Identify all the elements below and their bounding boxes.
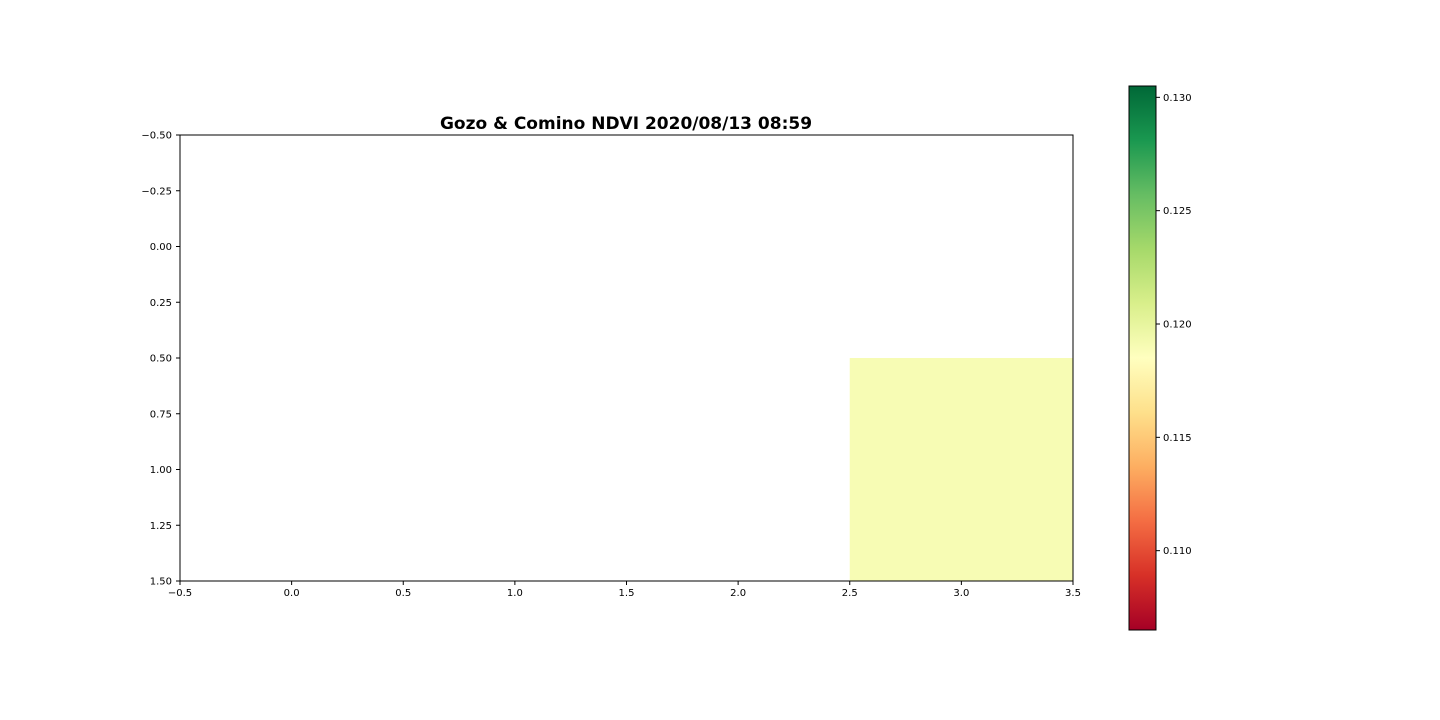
x-tick-label: −0.5 [168, 588, 192, 599]
x-tick-label: 2.0 [730, 588, 746, 599]
y-tick-label: 1.00 [150, 465, 172, 476]
x-axis: −0.5 0.0 0.5 1.0 1.5 2.0 2.5 3.0 3.5 [168, 581, 1081, 599]
heatmap-cell [849, 358, 1073, 581]
y-tick-label: 0.75 [150, 409, 172, 420]
y-tick-label: 0.50 [150, 354, 172, 365]
colorbar-tick-label: 0.110 [1163, 546, 1192, 557]
x-tick-label: 1.0 [507, 588, 523, 599]
x-tick-label: 2.5 [842, 588, 858, 599]
y-tick-label: −0.50 [141, 131, 172, 142]
y-tick-label: 1.25 [150, 521, 172, 532]
y-tick-label: 0.00 [150, 242, 172, 253]
y-axis: −0.50 −0.25 0.00 0.25 0.50 0.75 1.00 1.25 1.50 [141, 131, 180, 588]
chart-title: Gozo & Comino NDVI 2020/08/13 08:59 [440, 114, 812, 134]
x-tick-label: 3.5 [1065, 588, 1081, 599]
y-tick-label: 1.50 [150, 577, 172, 588]
y-tick-label: 0.25 [150, 298, 172, 309]
colorbar-tick-label: 0.115 [1163, 433, 1192, 444]
x-tick-label: 0.0 [284, 588, 300, 599]
colorbar-tick-label: 0.125 [1163, 206, 1192, 217]
x-tick-label: 1.5 [619, 588, 635, 599]
heatmap-cells [849, 358, 1073, 581]
colorbar-tick-label: 0.120 [1163, 320, 1192, 331]
x-tick-label: 3.0 [953, 588, 969, 599]
y-tick-label: −0.25 [141, 186, 172, 197]
colorbar-tick-label: 0.130 [1163, 93, 1192, 104]
colorbar-axis: 0.110 0.115 0.120 0.125 0.130 [1156, 93, 1192, 557]
x-tick-label: 0.5 [395, 588, 411, 599]
colorbar [1128, 85, 1157, 631]
